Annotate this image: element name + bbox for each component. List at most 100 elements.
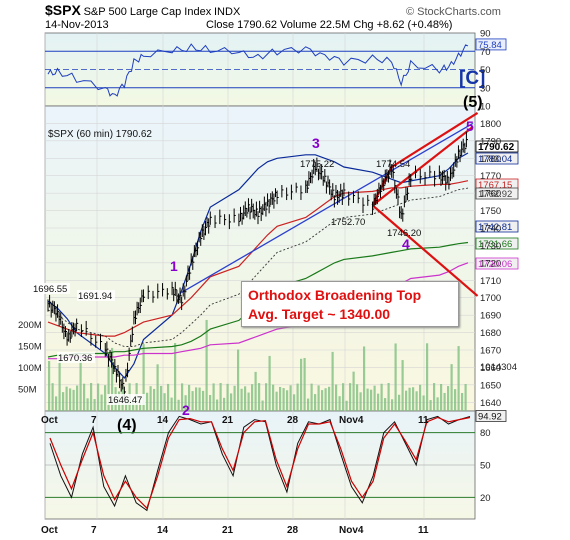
volume-bar <box>209 395 212 411</box>
broadening-lower-line <box>371 204 479 297</box>
volume-bar <box>177 399 180 411</box>
right-value-tag-bg <box>475 140 519 153</box>
volume-bar <box>366 388 369 411</box>
volume-bar <box>149 386 152 411</box>
osc-tick-label: 20 <box>480 493 491 504</box>
price-label-bg <box>77 290 115 301</box>
rsi-tick-label: 30 <box>480 83 491 94</box>
wave-label-4: 4 <box>402 236 410 252</box>
price-panel-title: $SPX (60 min) 1790.62 <box>48 129 152 140</box>
annotation-line1: Orthodox Broadening Top <box>248 287 422 303</box>
volume-bar <box>146 392 149 411</box>
annotation-box: Orthodox Broadening Top Avg. Target ~ 13… <box>241 281 459 327</box>
volume-bar <box>191 391 194 411</box>
right-value-tag: 1742.81 <box>478 222 512 233</box>
volume-bar <box>401 360 404 411</box>
volume-bar <box>184 395 187 411</box>
rsi-tick-label: 90 <box>480 29 491 40</box>
header-symbol: $SPX <box>45 2 81 18</box>
volume-bar <box>303 358 306 411</box>
osc-value-tag-bg <box>475 410 507 422</box>
osc-tick-label: 80 <box>480 428 491 439</box>
volume-bar <box>251 384 254 411</box>
volume-bar <box>163 393 166 411</box>
volume-bar <box>433 383 436 411</box>
volume-bar <box>293 394 296 411</box>
price-x-tick: Oct <box>41 415 58 426</box>
header-exchange: INDX <box>214 6 241 18</box>
osc-x-tick: Nov4 <box>339 525 364 536</box>
volume-bar <box>58 359 61 411</box>
price-tick-label: 1690 <box>480 311 501 322</box>
volume-bar <box>107 365 110 411</box>
volume-bar <box>261 400 264 411</box>
price-label-bg <box>57 352 95 363</box>
price-tick-label: 1710 <box>480 276 501 287</box>
volume-bar <box>254 371 257 411</box>
volume-bar <box>272 384 275 411</box>
volume-bar <box>464 383 467 411</box>
volume-bar <box>142 344 145 411</box>
rsi-tick-label: 70 <box>480 47 491 58</box>
volume-bar <box>111 347 114 411</box>
volume-bar <box>447 386 450 411</box>
price-tick-label: 1800 <box>480 119 501 130</box>
volume-bar <box>335 384 338 411</box>
wave-label-4-paren: (4) <box>117 417 137 434</box>
price-tick-label: 1740 <box>480 224 501 235</box>
blue-trendline <box>181 122 474 294</box>
price-x-tick: 14 <box>157 415 169 426</box>
volume-bar <box>48 361 51 411</box>
volume-bar <box>275 391 278 411</box>
volume-bar <box>384 398 387 411</box>
rsi-line <box>47 43 469 97</box>
volume-bar <box>170 397 173 411</box>
volume-bar <box>387 383 390 411</box>
osc-d-line <box>49 416 471 510</box>
copyright: © StockCharts.com <box>406 6 501 18</box>
volume-bar <box>76 385 79 411</box>
volume-bar <box>286 390 289 411</box>
volume-bar <box>72 389 75 411</box>
volume-bar <box>440 383 443 411</box>
peak-label: 1746.20 <box>387 228 421 239</box>
volume-bar <box>90 383 93 411</box>
volume-bar <box>93 399 96 411</box>
volume-bar <box>132 400 135 411</box>
volume-bar <box>363 346 366 411</box>
volume-bar <box>412 387 415 411</box>
volume-tick-label: 50M <box>18 385 37 396</box>
volume-bar <box>160 385 163 411</box>
volume-bar <box>188 384 191 411</box>
volume-bar <box>317 385 320 411</box>
osc-x-tick: 28 <box>287 525 299 536</box>
volume-bar <box>310 383 313 411</box>
volume-bar <box>356 384 359 411</box>
volume-bar <box>240 388 243 411</box>
broadening-upper-line <box>371 126 474 207</box>
volume-bar <box>181 383 184 411</box>
osc-x-tick: Oct <box>41 525 58 536</box>
volume-bar <box>230 393 233 411</box>
volume-bar <box>289 385 292 411</box>
volume-bar <box>436 397 439 411</box>
volume-bar <box>454 389 457 411</box>
volume-bar <box>377 393 380 411</box>
volume-bar <box>265 383 268 411</box>
right-value-tag: 1720.06 <box>478 259 512 270</box>
overlay-sma_red <box>47 180 469 337</box>
volume-bar <box>422 395 425 411</box>
volume-bar <box>457 346 460 411</box>
right-value-tag: 1790.62 <box>478 142 515 153</box>
volume-bar <box>198 387 201 411</box>
price-tick-label: 1750 <box>480 206 501 217</box>
rsi-panel <box>44 32 476 107</box>
rsi-value-tag: 75.84 <box>478 40 502 51</box>
volume-bar <box>55 396 58 411</box>
volume-bar <box>461 392 464 411</box>
right-value-tag-bg <box>475 187 519 200</box>
volume-bar <box>156 364 159 411</box>
volume-bar <box>86 398 89 411</box>
volume-bar <box>307 398 310 411</box>
